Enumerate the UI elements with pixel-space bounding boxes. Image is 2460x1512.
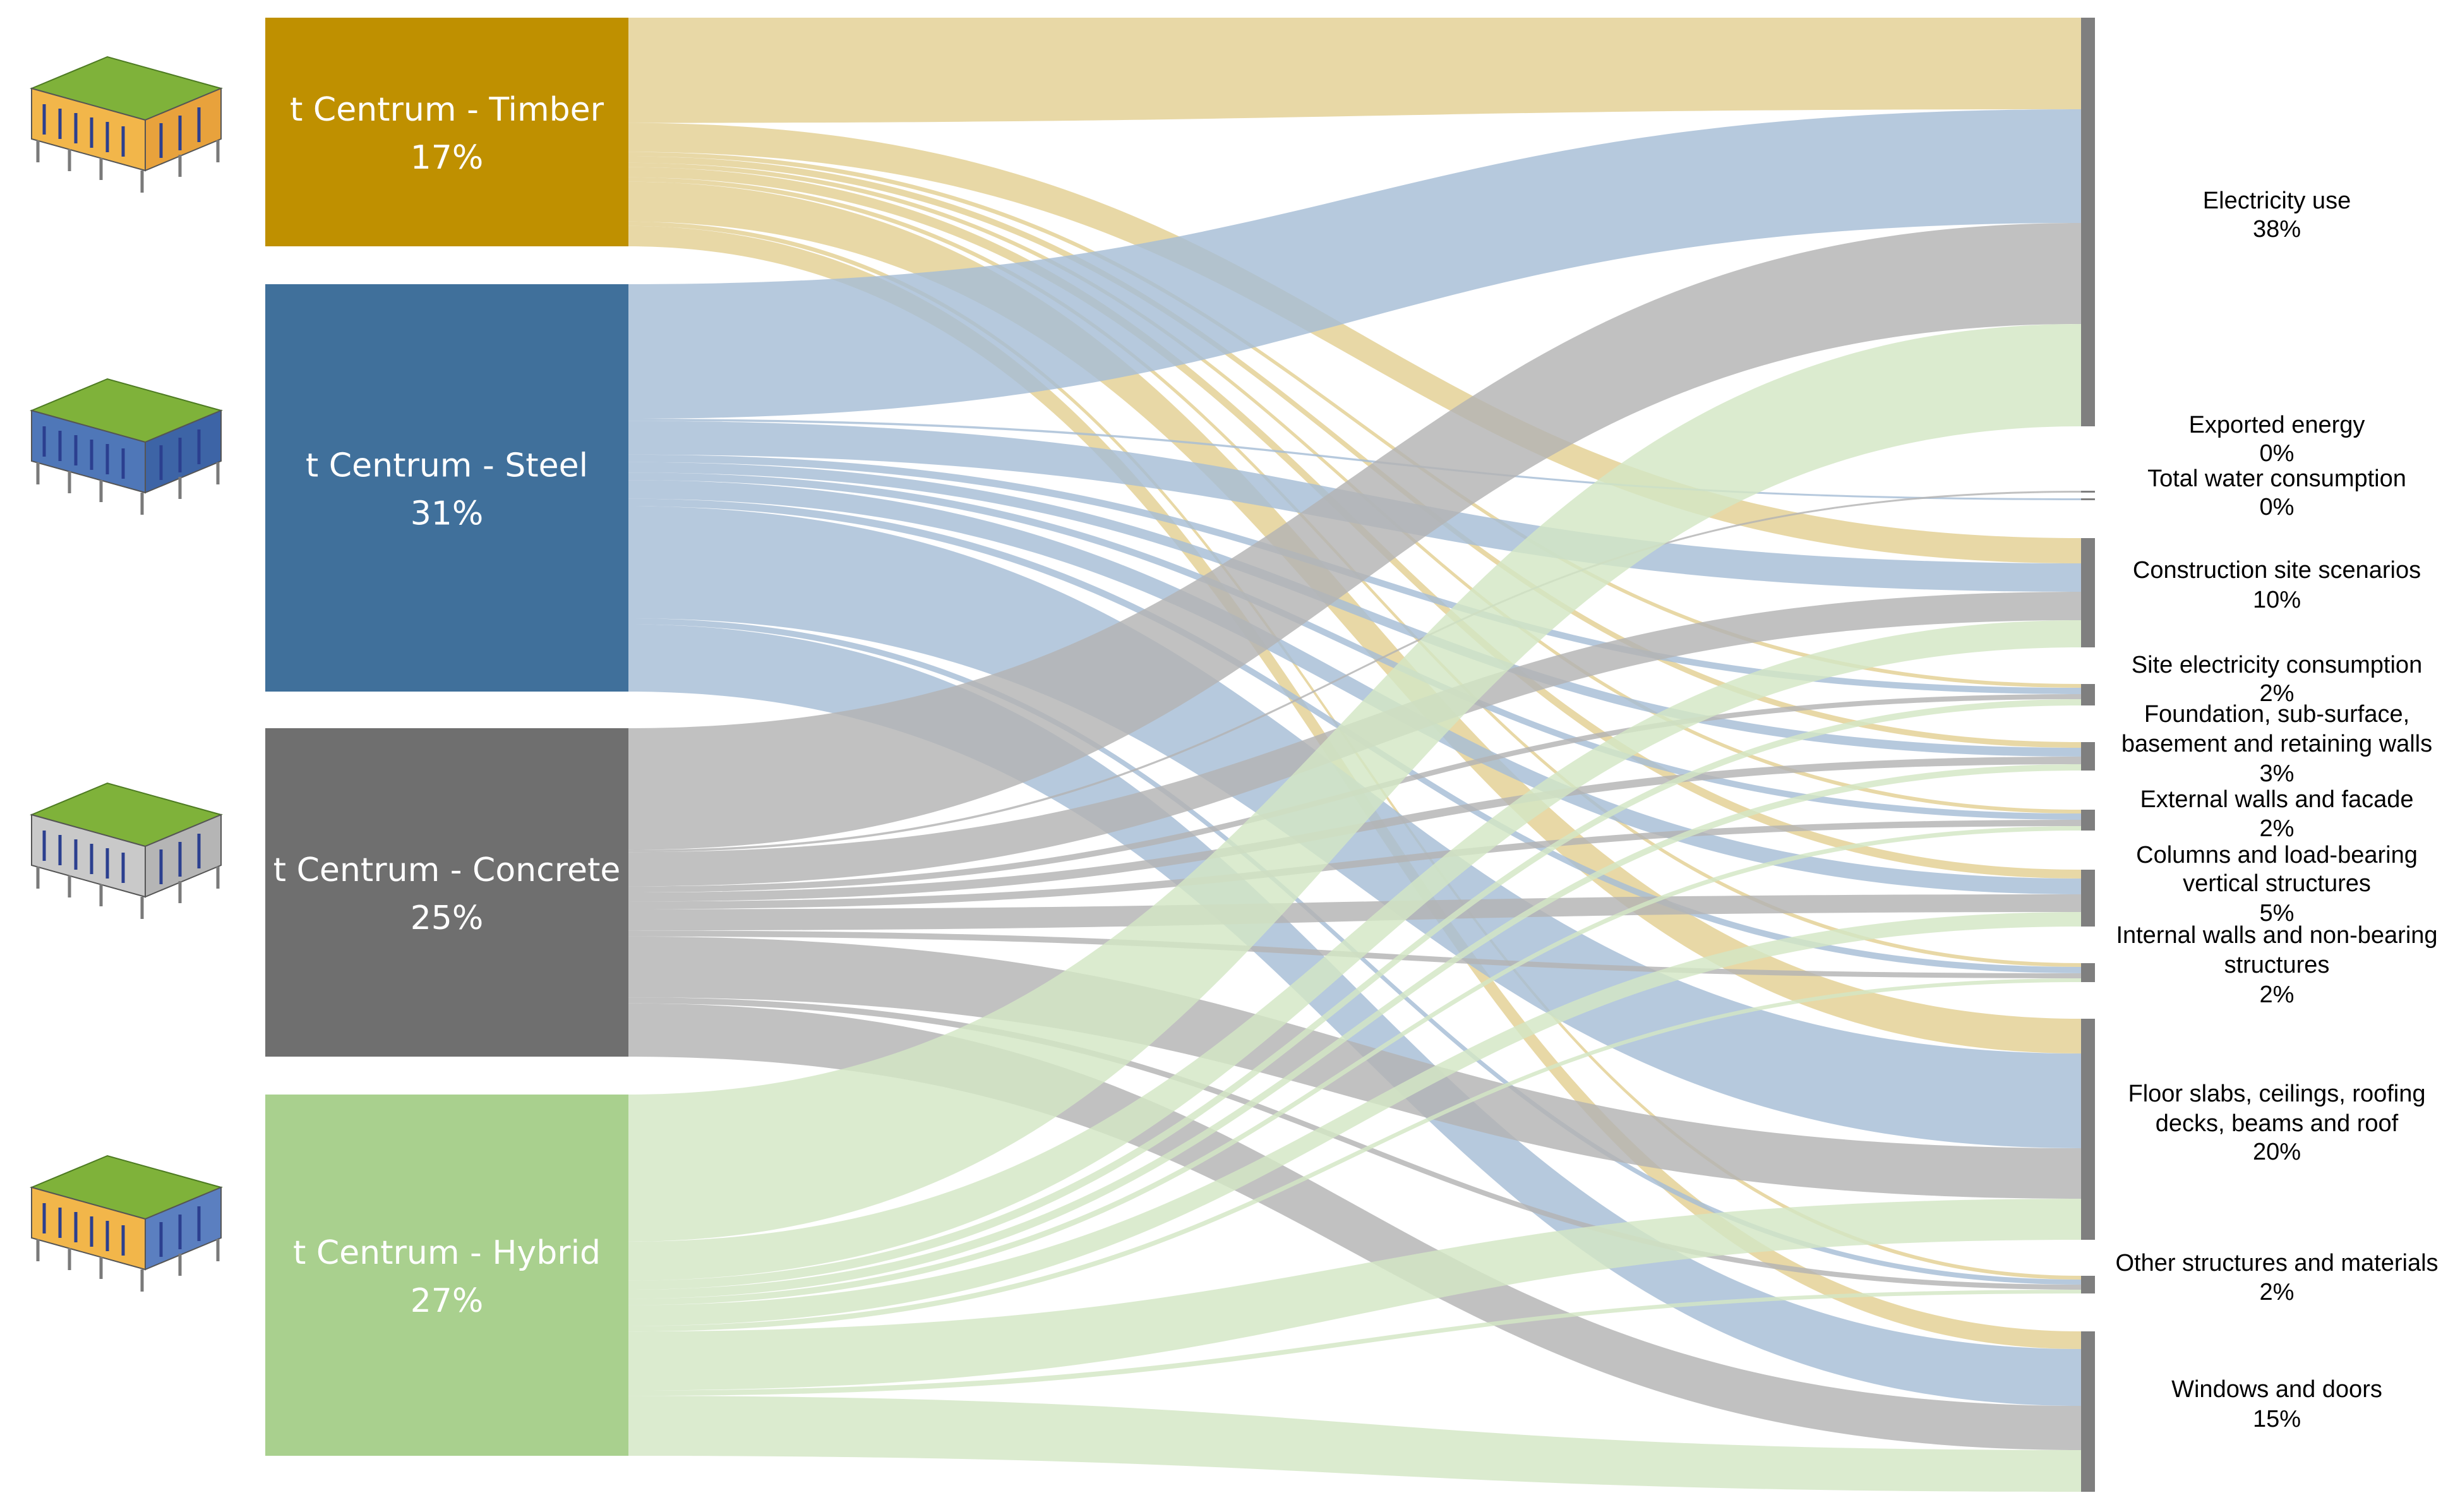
flow-steel-to-foundation: [628, 462, 2081, 757]
target-label-water-0: Total water consumption: [2147, 465, 2406, 492]
target-label-internal-2: 2%: [2260, 981, 2295, 1008]
concrete-building-icon: [29, 782, 224, 919]
target-node-site[interactable]: [2081, 538, 2095, 647]
target-node-other[interactable]: [2081, 1276, 2095, 1293]
target-label-electricity-0: Electricity use: [2203, 188, 2351, 214]
flow-hybrid-to-siteelec: [628, 699, 2081, 1290]
source-node-concrete[interactable]: [265, 728, 628, 1057]
labels: t Centrum - Timber 17% t Centrum - Steel 31…: [273, 91, 2439, 1432]
target-node-electricity[interactable]: [2081, 18, 2095, 426]
flow-steel-to-water: [628, 419, 2081, 500]
target-label-windows-1: 15%: [2253, 1406, 2301, 1432]
source-label-concrete: t Centrum - Concrete: [273, 851, 621, 889]
flow-steel-to-electricity: [628, 109, 2081, 419]
flow-concrete-to-windows: [628, 1003, 2081, 1450]
flow-hybrid-to-floor: [628, 1199, 2081, 1391]
nodes: [265, 18, 2095, 1492]
target-label-electricity-1: 38%: [2253, 216, 2301, 243]
flow-hybrid-to-other: [628, 1290, 2081, 1396]
target-node-foundation[interactable]: [2081, 742, 2095, 771]
flow-concrete-to-other: [628, 997, 2081, 1290]
flow-concrete-to-electricity: [628, 223, 2081, 850]
target-label-internal-1: structures: [2224, 952, 2330, 978]
source-pct-hybrid: 27%: [411, 1282, 484, 1320]
target-label-siteelec-0: Site electricity consumption: [2132, 652, 2422, 678]
target-node-columns[interactable]: [2081, 870, 2095, 927]
steel-building-icon: [29, 378, 224, 515]
hybrid-building-icon: [29, 1155, 224, 1292]
source-node-steel[interactable]: [265, 284, 628, 692]
flow-timber-to-siteelec: [628, 152, 2081, 688]
flow-hybrid-to-electricity: [628, 324, 2081, 1242]
flow-timber-to-floor: [628, 181, 2081, 1053]
flow-links: [628, 18, 2081, 1492]
target-label-internal-0: Internal walls and non-bearing: [2116, 922, 2437, 949]
target-node-external[interactable]: [2081, 810, 2095, 831]
flow-steel-to-columns: [628, 480, 2081, 894]
source-node-hybrid[interactable]: [265, 1095, 628, 1456]
flow-concrete-to-columns: [628, 894, 2081, 931]
source-node-timber[interactable]: [265, 18, 628, 246]
timber-building-icon: [29, 56, 224, 193]
flow-concrete-to-external: [628, 820, 2081, 909]
target-label-columns-2: 5%: [2260, 900, 2295, 927]
target-node-water[interactable]: [2081, 498, 2095, 500]
target-label-floor-1: decks, beams and roof: [2156, 1110, 2399, 1137]
target-label-windows-0: Windows and doors: [2171, 1376, 2382, 1403]
target-label-water-1: 0%: [2260, 494, 2295, 520]
flow-steel-to-external: [628, 472, 2081, 820]
target-label-foundation-1: basement and retaining walls: [2121, 731, 2432, 757]
target-label-columns-0: Columns and load-bearing: [2136, 842, 2418, 868]
target-label-site-1: 10%: [2253, 587, 2301, 613]
target-label-exported-1: 0%: [2260, 440, 2295, 467]
building-icons: [29, 56, 224, 1292]
target-node-siteelec[interactable]: [2081, 684, 2095, 705]
source-pct-timber: 17%: [411, 139, 484, 177]
target-label-foundation-2: 3%: [2260, 760, 2295, 787]
flow-hybrid-to-site: [628, 620, 2081, 1281]
flow-hybrid-to-windows: [628, 1396, 2081, 1492]
target-label-other-1: 2%: [2260, 1279, 2295, 1305]
source-label-hybrid: t Centrum - Hybrid: [293, 1234, 601, 1272]
flow-hybrid-to-foundation: [628, 764, 2081, 1299]
flow-timber-to-site: [628, 123, 2081, 564]
source-label-steel: t Centrum - Steel: [306, 447, 588, 485]
target-label-external-0: External walls and facade: [2140, 786, 2413, 813]
source-label-timber: t Centrum - Timber: [290, 91, 604, 129]
target-label-site-0: Construction site scenarios: [2133, 557, 2421, 584]
target-label-floor-0: Floor slabs, ceilings, roofing: [2128, 1081, 2426, 1107]
target-label-columns-1: vertical structures: [2183, 870, 2371, 897]
flow-concrete-to-exported: [628, 491, 2081, 853]
target-label-exported-0: Exported energy: [2189, 412, 2365, 438]
flow-hybrid-to-external: [628, 826, 2081, 1305]
flow-steel-to-windows: [628, 624, 2081, 1406]
flow-hybrid-to-internal: [628, 978, 2081, 1332]
source-pct-concrete: 25%: [411, 899, 484, 937]
flow-hybrid-to-columns: [628, 912, 2081, 1326]
target-label-external-1: 2%: [2260, 815, 2295, 842]
target-node-windows[interactable]: [2081, 1331, 2095, 1492]
target-label-floor-2: 20%: [2253, 1139, 2301, 1165]
target-node-internal[interactable]: [2081, 963, 2095, 982]
source-pct-steel: 31%: [411, 495, 484, 533]
flow-timber-to-foundation: [628, 156, 2081, 748]
target-label-other-0: Other structures and materials: [2115, 1250, 2438, 1276]
target-node-floor[interactable]: [2081, 1019, 2095, 1240]
target-label-foundation-0: Foundation, sub-surface,: [2144, 701, 2409, 728]
target-node-exported[interactable]: [2081, 491, 2095, 493]
flow-timber-to-electricity: [628, 18, 2081, 123]
target-label-siteelec-1: 2%: [2260, 680, 2295, 707]
